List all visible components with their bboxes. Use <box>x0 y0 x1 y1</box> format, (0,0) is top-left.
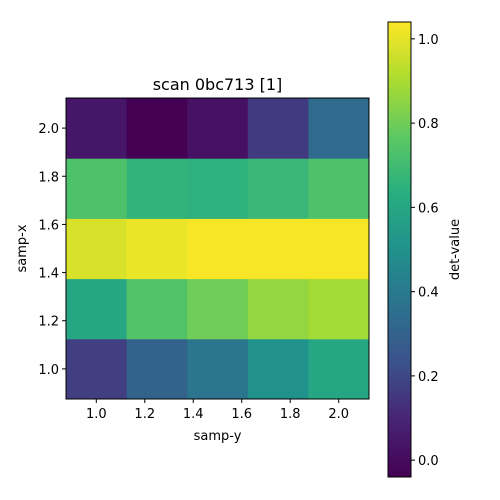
heatmap-cell <box>247 158 309 219</box>
heatmap-cell <box>66 158 128 219</box>
colorbar-tick-label: 1.0 <box>418 33 439 48</box>
heatmap-cell <box>126 218 188 280</box>
colorbar-tick-label: 0.6 <box>418 201 439 216</box>
y-tick-label: 1.4 <box>38 267 59 282</box>
plot-frame <box>65 97 370 400</box>
heatmap-cell <box>308 218 370 280</box>
y-tick-label: 1.0 <box>38 363 59 378</box>
heatmap-cell <box>247 98 309 159</box>
heatmap-cell <box>247 338 309 400</box>
heatmap-cell <box>126 98 188 159</box>
heatmap-cell <box>187 278 249 340</box>
heatmap-cell <box>308 158 370 219</box>
heatmap-cell <box>66 338 128 400</box>
colorbar-tick-label: 0.0 <box>418 454 439 469</box>
x-axis-label: samp-y <box>194 429 242 444</box>
y-axis-ticks: 1.0 1.2 1.4 1.6 1.8 2.0 <box>38 122 66 378</box>
heatmap-cell <box>126 338 188 400</box>
heatmap-cell <box>308 98 370 159</box>
heatmap-cell <box>187 158 249 219</box>
colorbar <box>387 21 412 478</box>
heatmap-cell <box>247 278 309 340</box>
heatmap-cell <box>187 98 249 159</box>
heatmap-cell <box>187 338 249 400</box>
heatmap-cell <box>308 278 370 340</box>
x-tick-label: 1.2 <box>134 407 155 422</box>
y-tick-label: 2.0 <box>38 122 59 137</box>
colorbar-tick-label: 0.4 <box>418 286 439 301</box>
heatmap-cell <box>126 158 188 219</box>
colorbar-label: det-value <box>448 219 463 280</box>
x-tick-label: 1.4 <box>183 407 204 422</box>
y-tick-label: 1.2 <box>38 315 59 330</box>
heatmap-cell <box>126 278 188 340</box>
chart-title: scan 0bc713 [1] <box>153 75 283 94</box>
heatmap-cell <box>66 218 128 280</box>
x-tick-label: 2.0 <box>328 407 349 422</box>
x-tick-label: 1.0 <box>86 407 107 422</box>
colorbar-ticks: 0.0 0.2 0.4 0.6 0.8 1.0 <box>411 33 439 469</box>
y-tick-label: 1.8 <box>38 170 59 185</box>
heatmap-cell <box>308 338 370 400</box>
heatmap-cell <box>66 278 128 340</box>
heatmap-cell <box>187 218 249 280</box>
x-axis-ticks: 1.0 1.2 1.4 1.6 1.8 2.0 <box>86 399 349 422</box>
heatmap-cell <box>66 98 128 159</box>
y-tick-label: 1.6 <box>38 218 59 233</box>
heatmap-cell <box>247 218 309 280</box>
colorbar-tick-label: 0.2 <box>418 370 439 385</box>
x-tick-label: 1.6 <box>231 407 252 422</box>
colorbar-tick-label: 0.8 <box>418 117 439 132</box>
y-axis-label: samp-x <box>15 224 30 272</box>
heatmap-cells <box>66 98 370 400</box>
x-tick-label: 1.8 <box>280 407 301 422</box>
